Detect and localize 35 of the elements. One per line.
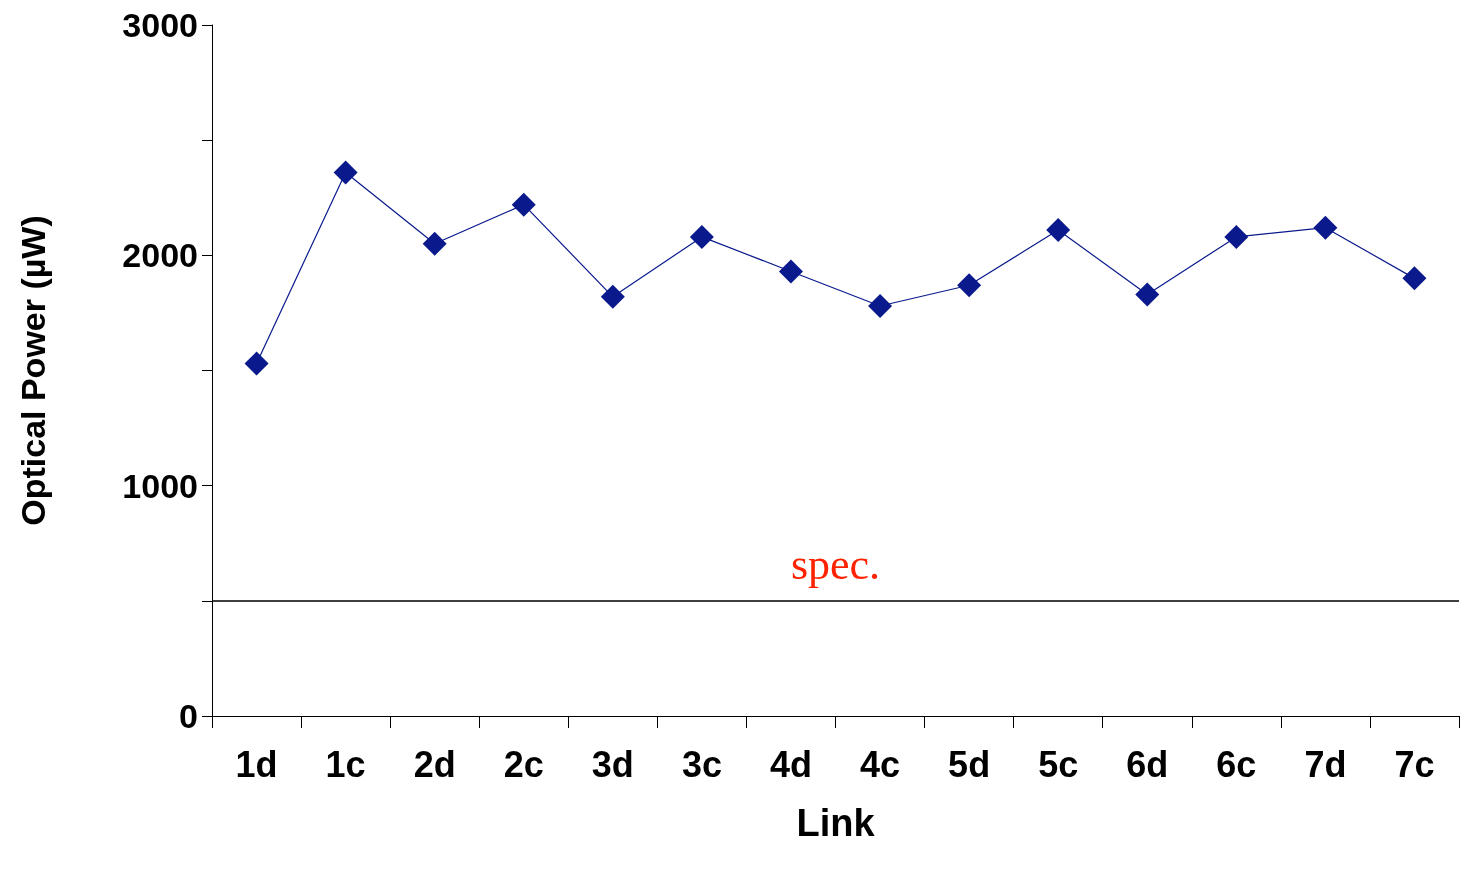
x-tick-label: 3d — [591, 743, 634, 785]
x-tick-label: 6d — [1126, 743, 1169, 785]
point — [1046, 218, 1071, 242]
point — [1402, 266, 1427, 291]
x-tick-label: 2d — [413, 743, 456, 785]
point — [868, 294, 893, 319]
point — [333, 160, 358, 185]
ref-line-label: spec. — [790, 540, 881, 590]
x-tick-label: 7c — [1394, 743, 1435, 785]
point — [778, 259, 803, 284]
x-tick-label: 4d — [769, 743, 812, 785]
point — [244, 351, 269, 376]
x-tick-label: 5d — [948, 743, 991, 785]
point — [957, 273, 982, 298]
point — [511, 192, 536, 217]
point — [1313, 215, 1338, 240]
point — [1135, 282, 1160, 307]
x-tick-label: 4c — [860, 743, 901, 785]
x-tick-label: 3c — [681, 743, 722, 785]
x-tick-label: 2c — [503, 743, 544, 785]
y-axis-title: Optical Power (µW) — [14, 215, 52, 526]
x-tick-label: 7d — [1304, 743, 1347, 785]
point — [422, 231, 447, 256]
y-tick-label: 3000 — [122, 6, 198, 44]
y-tick-label: 1000 — [122, 466, 198, 505]
x-tick-label: 6c — [1216, 743, 1257, 785]
point — [1224, 224, 1249, 249]
point — [689, 224, 714, 249]
y-tick-label: 0 — [179, 697, 198, 735]
x-axis-title: Link — [796, 802, 876, 844]
point — [600, 284, 625, 309]
y-tick-label: 2000 — [122, 236, 198, 275]
x-tick-label: 5c — [1038, 743, 1079, 785]
x-tick-label: 1c — [325, 743, 366, 785]
x-tick-label: 1d — [235, 743, 278, 785]
